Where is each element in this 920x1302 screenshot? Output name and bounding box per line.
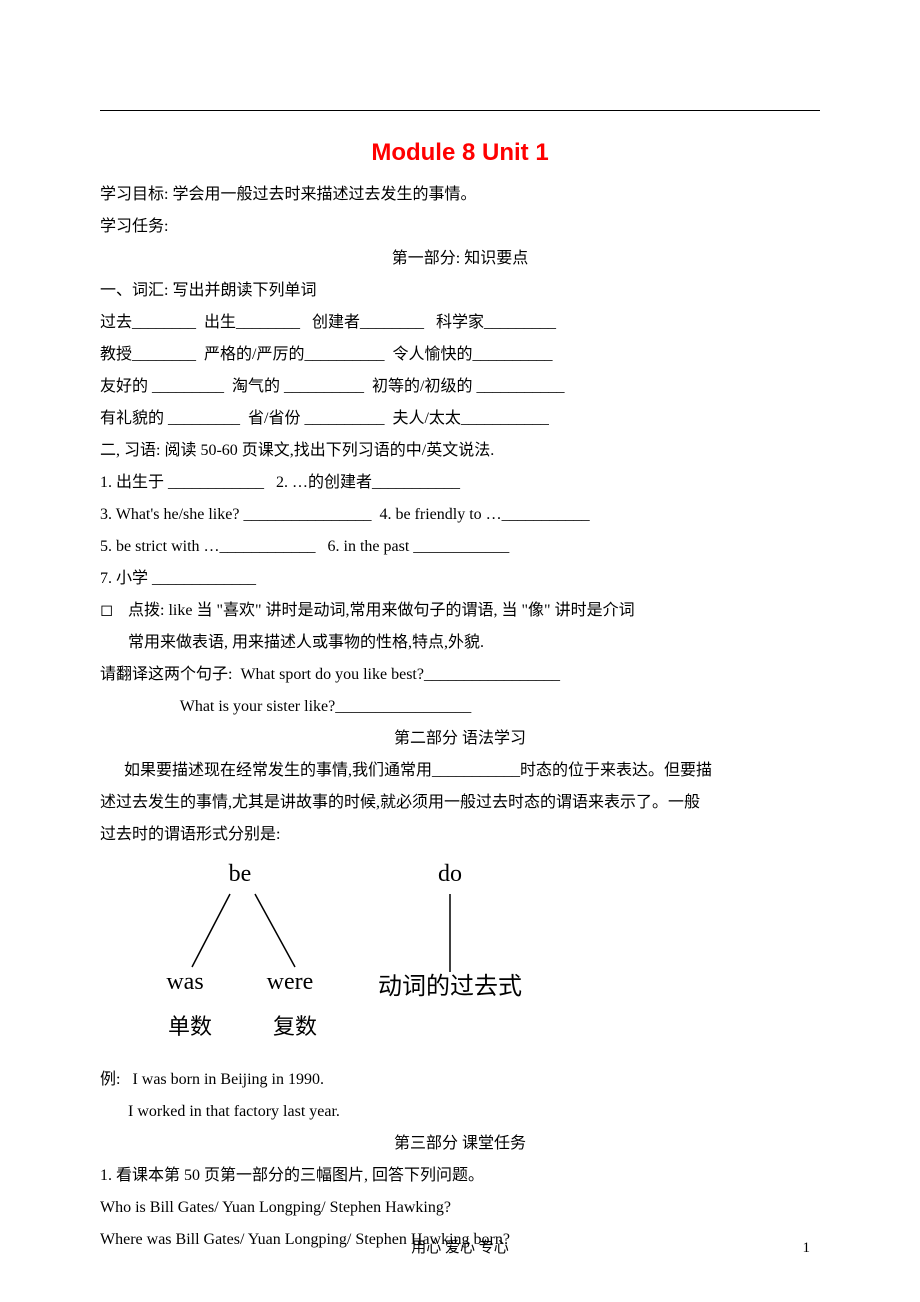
idiom-row-4: 7. 小学 _____________ <box>100 563 820 595</box>
bullet-square-icon: ◻ <box>100 595 128 627</box>
svg-text:was: was <box>166 969 203 995</box>
tree-svg: be do was were 动词的过去式单数 复数 <box>100 859 640 1049</box>
vocab-heading: 一、词汇: 写出并朗读下列单词 <box>100 275 820 307</box>
example-2: I worked in that factory last year. <box>100 1096 820 1128</box>
svg-text:单数: 单数 <box>168 1014 212 1039</box>
document-title: Module 8 Unit 1 <box>100 139 820 167</box>
learning-goal: 学习目标: 学会用一般过去时来描述过去发生的事情。 <box>100 179 820 211</box>
grammar-tree-diagram: be do was were 动词的过去式单数 复数 <box>100 859 820 1054</box>
top-rule <box>100 110 820 111</box>
section-3-heading: 第三部分 课堂任务 <box>100 1128 820 1160</box>
page-number: 1 <box>803 1240 811 1257</box>
section-2-heading: 第二部分 语法学习 <box>100 723 820 755</box>
vocab-row-1: 过去________ 出生________ 创建者________ 科学家___… <box>100 307 820 339</box>
translate-line-1: 请翻译这两个句子: What sport do you like best?__… <box>100 659 820 691</box>
idioms-heading: 二, 习语: 阅读 50-60 页课文,找出下列习语的中/英文说法. <box>100 435 820 467</box>
task-q1: Who is Bill Gates/ Yuan Longping/ Stephe… <box>100 1192 820 1224</box>
svg-text:复数: 复数 <box>273 1014 317 1039</box>
grammar-para-2: 述过去发生的事情,尤其是讲故事的时候,就必须用一般过去时态的谓语来表示了。一般 <box>100 787 820 819</box>
example-1: 例: I was born in Beijing in 1990. <box>100 1064 820 1096</box>
tip-line-1: 点拨: like 当 "喜欢" 讲时是动词,常用来做句子的谓语, 当 "像" 讲… <box>128 595 820 627</box>
grammar-para-1: 如果要描述现在经常发生的事情,我们通常用___________时态的位于来表达。… <box>100 755 820 787</box>
vocab-row-4: 有礼貌的 _________ 省/省份 __________ 夫人/太太____… <box>100 403 820 435</box>
idiom-row-3: 5. be strict with …____________ 6. in th… <box>100 531 820 563</box>
vocab-row-3: 友好的 _________ 淘气的 __________ 初等的/初级的 ___… <box>100 371 820 403</box>
svg-text:be: be <box>229 861 252 887</box>
section-1-heading: 第一部分: 知识要点 <box>100 243 820 275</box>
tip-bullet-row: ◻ 点拨: like 当 "喜欢" 讲时是动词,常用来做句子的谓语, 当 "像"… <box>100 595 820 627</box>
idiom-row-2: 3. What's he/she like? ________________ … <box>100 499 820 531</box>
grammar-para-3: 过去时的谓语形式分别是: <box>100 819 820 851</box>
translate-line-2: What is your sister like?_______________… <box>100 691 820 723</box>
footer-motto: 用心 爱心 专心 <box>0 1236 920 1257</box>
tip-line-2: 常用来做表语, 用来描述人或事物的性格,特点,外貌. <box>100 627 820 659</box>
svg-text:do: do <box>438 861 462 887</box>
vocab-row-2: 教授________ 严格的/严厉的__________ 令人愉快的______… <box>100 339 820 371</box>
svg-text:were: were <box>267 969 314 995</box>
learning-tasks-label: 学习任务: <box>100 211 820 243</box>
task-1: 1. 看课本第 50 页第一部分的三幅图片, 回答下列问题。 <box>100 1160 820 1192</box>
svg-text:动词的过去式: 动词的过去式 <box>378 973 522 1000</box>
idiom-row-1: 1. 出生于 ____________ 2. …的创建者___________ <box>100 467 820 499</box>
page-container: Module 8 Unit 1 学习目标: 学会用一般过去时来描述过去发生的事情… <box>0 0 920 1302</box>
